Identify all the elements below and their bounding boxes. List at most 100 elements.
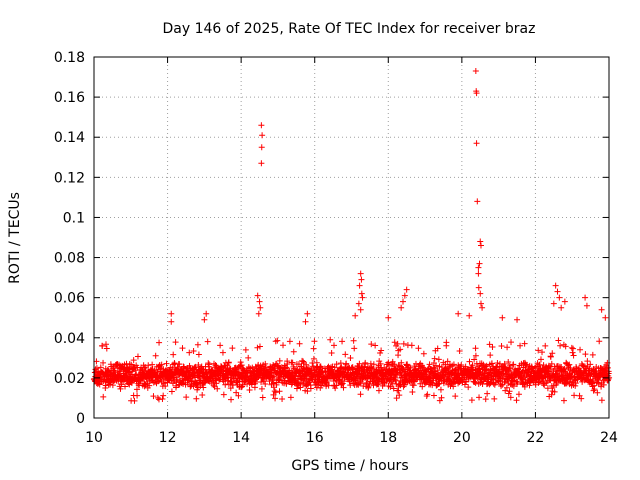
data-point <box>142 364 149 371</box>
data-point <box>199 392 206 399</box>
data-point <box>521 383 528 390</box>
data-point <box>598 306 605 313</box>
data-point <box>547 353 554 360</box>
y-tick-labels: 0 0.02 0.04 0.06 0.08 0.1 0.12 0.14 0.16 0.18 <box>54 50 85 427</box>
data-point <box>276 357 283 364</box>
y-tick-label: 0.16 <box>54 90 85 106</box>
data-point <box>328 349 335 356</box>
data-point <box>370 361 377 368</box>
data-point <box>489 344 496 351</box>
data-point <box>444 358 451 365</box>
data-point <box>555 337 562 344</box>
data-point <box>479 304 486 311</box>
data-point <box>562 343 569 350</box>
data-point <box>539 349 546 356</box>
data-point <box>117 368 124 375</box>
data-point <box>150 393 157 400</box>
data-point <box>225 359 232 366</box>
data-point <box>333 361 340 368</box>
data-point <box>254 344 261 351</box>
data-point <box>342 351 349 358</box>
data-point <box>463 378 470 385</box>
data-point <box>337 360 344 367</box>
data-point <box>521 340 528 347</box>
data-point <box>155 378 162 385</box>
data-point <box>420 350 427 357</box>
data-point <box>356 282 363 289</box>
data-point <box>568 344 575 351</box>
data-point <box>327 336 334 343</box>
data-point <box>578 395 585 402</box>
data-point <box>477 290 484 297</box>
data-point <box>235 392 242 399</box>
data-point <box>510 361 517 368</box>
data-point <box>200 384 207 391</box>
data-point <box>239 381 246 388</box>
data-point <box>357 270 364 277</box>
data-point <box>549 350 556 357</box>
data-point <box>551 388 558 395</box>
data-point <box>582 351 589 358</box>
data-point <box>501 360 508 367</box>
data-point <box>304 310 311 317</box>
data-point <box>190 347 197 354</box>
data-point <box>385 314 392 321</box>
y-tick-label: 0.08 <box>54 251 85 267</box>
data-point <box>150 379 157 386</box>
data-point <box>577 346 584 353</box>
chart-title: Day 146 of 2025, Rate Of TEC Index for r… <box>163 21 536 37</box>
data-point <box>472 352 479 359</box>
data-point <box>469 362 476 369</box>
data-point <box>455 310 462 317</box>
data-point <box>489 375 496 382</box>
data-point <box>245 364 252 371</box>
data-point <box>572 380 579 387</box>
data-point <box>548 360 555 367</box>
data-point <box>350 337 357 344</box>
data-point <box>158 361 165 368</box>
data-point <box>491 395 498 402</box>
data-point <box>566 361 573 368</box>
x-tick-label: 14 <box>232 430 250 446</box>
y-tick-label: 0.18 <box>54 50 85 66</box>
data-point <box>328 366 335 373</box>
data-point <box>535 347 542 354</box>
data-point <box>152 352 159 359</box>
data-point <box>419 363 426 370</box>
data-point <box>487 380 494 387</box>
data-point <box>387 383 394 390</box>
data-point <box>100 359 107 366</box>
data-point <box>237 359 244 366</box>
data-point <box>258 379 265 386</box>
data-point <box>456 347 463 354</box>
data-point <box>404 361 411 368</box>
data-point <box>194 380 201 387</box>
data-point <box>587 361 594 368</box>
data-point <box>310 355 317 362</box>
x-tick-labels: 10 12 14 16 18 20 22 24 <box>85 430 618 446</box>
data-point <box>170 351 177 358</box>
data-point <box>552 282 559 289</box>
data-point <box>477 300 484 307</box>
y-tick-label: 0.06 <box>54 291 85 307</box>
data-point <box>227 365 234 372</box>
data-point <box>515 365 522 372</box>
data-point <box>242 346 249 353</box>
data-point <box>254 292 261 299</box>
data-point <box>514 316 521 323</box>
data-point <box>333 382 340 389</box>
data-point <box>561 365 568 372</box>
data-point <box>477 238 484 245</box>
data-point <box>229 345 236 352</box>
data-point <box>256 298 263 305</box>
data-point <box>249 364 256 371</box>
x-tick-label: 16 <box>306 430 324 446</box>
data-point <box>542 342 549 349</box>
data-point <box>189 377 196 384</box>
data-point <box>398 359 405 366</box>
grid <box>94 57 609 418</box>
data-point <box>473 90 480 97</box>
data-point <box>176 361 183 368</box>
data-point <box>483 362 490 369</box>
data-point <box>572 382 579 389</box>
